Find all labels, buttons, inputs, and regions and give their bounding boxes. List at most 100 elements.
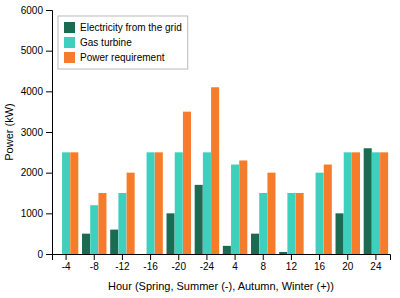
axis-line [53, 255, 391, 261]
y-tick: 2000 [21, 167, 52, 178]
x-tick-label: -4 [62, 261, 71, 272]
y-tick: 5000 [21, 45, 52, 56]
legend: Electricity from the grid Gas turbine Powe… [58, 16, 188, 69]
bar-series [70, 87, 388, 254]
x-tick-mark [122, 254, 123, 260]
bar [267, 173, 275, 254]
x-tick: 20 [342, 254, 354, 272]
y-tick-mark [46, 91, 52, 92]
x-tick: -8 [90, 254, 99, 272]
bar [336, 213, 344, 254]
bar [98, 193, 106, 254]
y-tick: 3000 [21, 127, 52, 138]
axis-line [46, 11, 53, 255]
y-tick-label: 6000 [21, 5, 44, 16]
chart: -4 -8 -12 -16 -20 -24 4 8 12 16 20 24 0 1000 2000 3000 4… [0, 0, 400, 298]
bar [118, 193, 126, 254]
y-tick-mark [46, 132, 52, 133]
bar [90, 205, 98, 254]
x-tick: 8 [260, 254, 266, 272]
bar [223, 246, 231, 254]
x-tick-mark [319, 254, 320, 260]
legend-label: Power requirement [80, 52, 165, 63]
x-tick: -24 [200, 254, 215, 272]
legend-item: Power requirement [64, 52, 165, 63]
y-tick-label: 2000 [21, 167, 44, 178]
x-tick-label: 8 [260, 261, 266, 272]
x-tick: -12 [115, 254, 130, 272]
y-tick: 6000 [21, 5, 52, 16]
y-tick-label: 0 [37, 249, 43, 260]
legend-swatch [64, 37, 75, 48]
legend-swatch [64, 52, 75, 63]
x-tick-mark [66, 254, 67, 260]
legend-item: Electricity from the grid [64, 22, 182, 33]
bar [324, 165, 332, 254]
x-tick-label: 20 [342, 261, 354, 272]
x-tick-mark [291, 254, 292, 260]
bar [127, 173, 135, 254]
bars [62, 87, 388, 254]
bar [110, 230, 118, 254]
bar [380, 152, 388, 254]
x-tick-mark [150, 254, 151, 260]
legend-label: Electricity from the grid [80, 22, 182, 33]
x-tick-mark [94, 254, 95, 260]
y-tick-mark [46, 213, 52, 214]
bar [259, 193, 267, 254]
bar [211, 87, 219, 254]
y-tick: 1000 [21, 208, 52, 219]
bar [372, 152, 380, 254]
bar [251, 234, 259, 254]
bar [147, 152, 155, 254]
y-tick: 4000 [21, 86, 52, 97]
bar [307, 254, 315, 255]
y-tick-mark [46, 173, 52, 174]
bar [82, 234, 90, 254]
x-tick-mark [178, 254, 179, 260]
bar [279, 252, 287, 254]
legend-item: Gas turbine [64, 37, 132, 48]
bar-series [62, 152, 380, 254]
x-tick: -4 [62, 254, 71, 272]
plot: -4 -8 -12 -16 -20 -24 4 8 12 16 20 24 0 1000 2000 3000 4… [21, 5, 391, 272]
bar [344, 152, 352, 254]
bar [175, 152, 183, 254]
x-tick-label: 24 [370, 261, 382, 272]
y-axis: 0 1000 2000 3000 4000 5000 6000 [21, 5, 53, 260]
bar [70, 152, 78, 254]
y-axis-title: Power (kW) [3, 103, 15, 160]
y-tick: 0 [37, 249, 52, 260]
x-tick: 24 [370, 254, 382, 272]
x-axis: -4 -8 -12 -16 -20 -24 4 8 12 16 20 24 [53, 254, 391, 272]
y-tick-mark [46, 254, 52, 255]
legend-box [58, 16, 188, 69]
y-tick-mark [46, 10, 52, 11]
bar [231, 165, 239, 254]
bar [352, 152, 360, 254]
x-tick-label: -20 [172, 261, 187, 272]
x-tick-label: 16 [314, 261, 326, 272]
bar [138, 254, 146, 255]
x-tick-label: 12 [286, 261, 298, 272]
bar [167, 213, 175, 254]
x-tick-mark [347, 254, 348, 260]
bar-series [82, 148, 372, 254]
y-tick-label: 4000 [21, 86, 44, 97]
x-tick: 16 [314, 254, 326, 272]
x-tick-label: 4 [232, 261, 238, 272]
bar [183, 112, 191, 254]
bar [195, 185, 203, 254]
bar [239, 160, 247, 254]
y-tick-mark [46, 51, 52, 52]
x-tick-mark [206, 254, 207, 260]
x-tick: -20 [172, 254, 187, 272]
bar [296, 193, 304, 254]
x-tick-label: -8 [90, 261, 99, 272]
x-tick: -16 [143, 254, 158, 272]
x-tick-label: -16 [143, 261, 158, 272]
legend-swatch [64, 22, 75, 33]
bar [364, 148, 372, 254]
x-tick-mark [375, 254, 376, 260]
bar [316, 173, 324, 254]
